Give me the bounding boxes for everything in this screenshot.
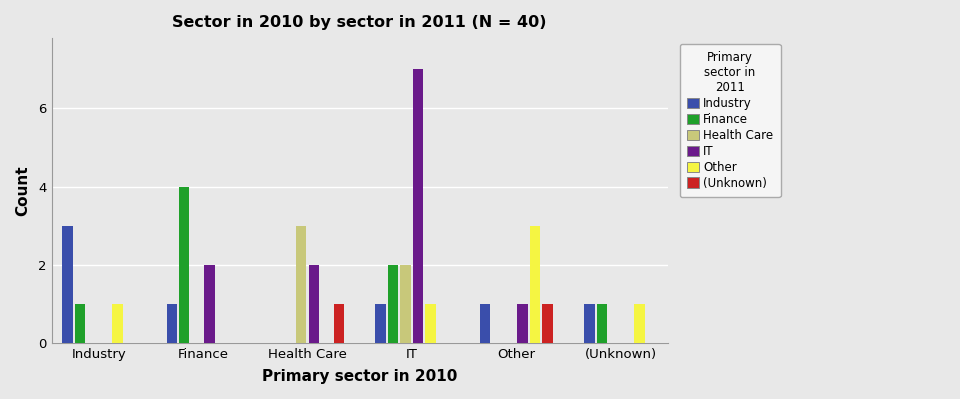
Bar [388, 265, 398, 343]
Y-axis label: Count: Count [15, 165, 30, 216]
Bar [480, 304, 491, 343]
Bar [75, 304, 85, 343]
Bar [425, 304, 436, 343]
Bar [204, 265, 214, 343]
Bar [530, 225, 540, 343]
Bar [597, 304, 607, 343]
Bar [333, 304, 344, 343]
Bar [308, 265, 319, 343]
Bar [62, 225, 73, 343]
Title: Sector in 2010 by sector in 2011 (N = 40): Sector in 2010 by sector in 2011 (N = 40… [173, 15, 547, 30]
Bar [413, 69, 423, 343]
Bar [635, 304, 645, 343]
Bar [584, 304, 594, 343]
Bar [517, 304, 528, 343]
Bar [166, 304, 177, 343]
Bar [296, 225, 306, 343]
Bar [400, 265, 411, 343]
X-axis label: Primary sector in 2010: Primary sector in 2010 [262, 369, 457, 384]
Bar [375, 304, 386, 343]
Bar [112, 304, 123, 343]
Legend: Industry, Finance, Health Care, IT, Other, (Unknown): Industry, Finance, Health Care, IT, Othe… [680, 44, 780, 197]
Bar [542, 304, 553, 343]
Bar [180, 187, 189, 343]
